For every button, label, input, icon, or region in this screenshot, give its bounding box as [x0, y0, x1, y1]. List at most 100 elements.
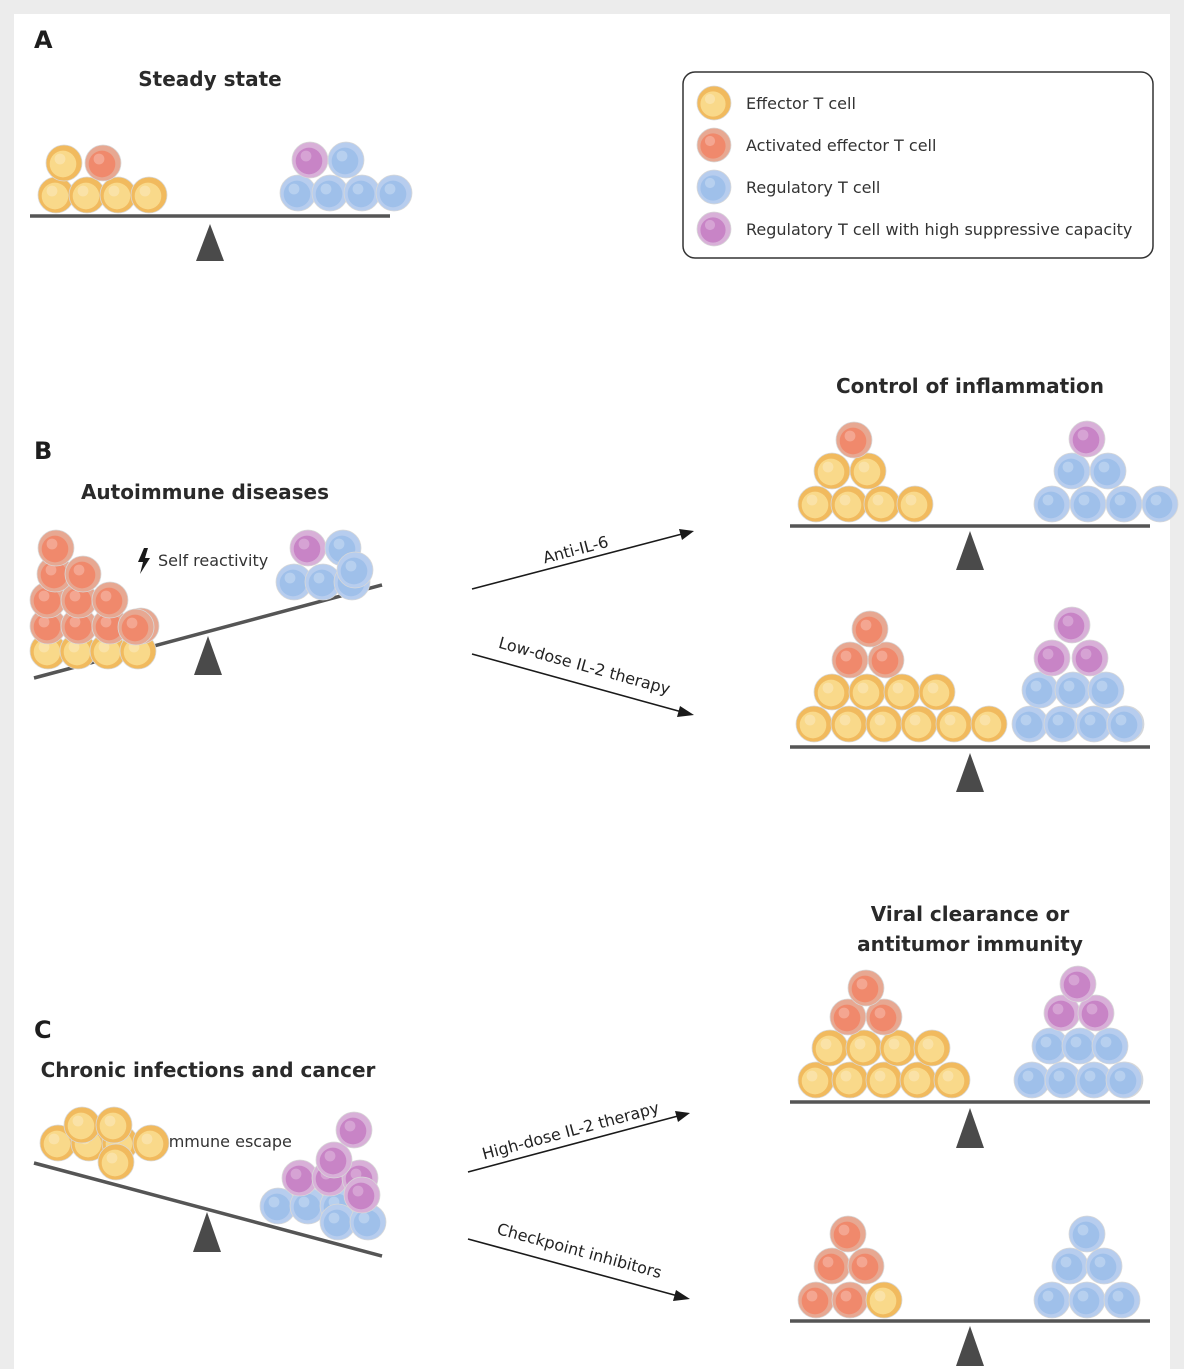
effector-t-cell	[132, 1124, 170, 1162]
suppressive-regulatory-t-cell	[315, 1141, 353, 1179]
lightning-icon	[138, 548, 150, 574]
regulatory-t-cell	[1043, 705, 1081, 743]
activated-effector-t-cell	[36, 555, 74, 593]
effector-t-cell	[896, 485, 934, 523]
effector-t-cell	[811, 1029, 849, 1067]
legend-item: Regulatory T cell with high suppressive …	[696, 211, 1132, 247]
regulatory-t-cell	[1033, 1281, 1071, 1319]
low-dose-regulatory-group	[1011, 606, 1145, 743]
panel-c-outcome-line1: Viral clearance or	[871, 902, 1070, 926]
activated-effector-t-cell	[813, 1247, 851, 1285]
effector-t-cell	[37, 176, 75, 214]
activated-effector-t-cell	[91, 607, 129, 645]
regulatory-t-cell	[279, 174, 317, 212]
effector-t-cell	[795, 705, 833, 743]
effector-t-cell	[68, 176, 106, 214]
effector-t-cell	[849, 452, 887, 490]
activated-effector-t-cell	[831, 641, 869, 679]
effector-t-cell	[830, 705, 868, 743]
regulatory-t-cell	[1075, 705, 1113, 743]
suppressive-regulatory-t-cell	[1071, 639, 1109, 677]
checkpoint-effector-group	[797, 1215, 903, 1319]
regulatory-t-cell	[259, 1187, 297, 1225]
activated-effector-t-cell	[867, 641, 905, 679]
effector-t-cell	[830, 485, 868, 523]
regulatory-t-cell	[311, 174, 349, 212]
activated-effector-t-cell	[851, 610, 889, 648]
regulatory-t-cell	[1091, 1027, 1129, 1065]
activated-cell-icon	[696, 127, 732, 163]
anti-il6-regulatory-group	[1033, 420, 1179, 523]
regulatory-t-cell	[304, 563, 342, 601]
regulatory-t-cell	[289, 1187, 327, 1225]
effector-t-cell	[813, 452, 851, 490]
self-reactivity-label: Self reactivity	[158, 551, 268, 570]
fulcrum-icon	[196, 224, 224, 261]
regulatory-t-cell	[1089, 452, 1127, 490]
suppressive-regulatory-t-cell	[1068, 420, 1106, 458]
activated-effector-t-cell	[829, 998, 867, 1036]
regulatory-t-cell	[319, 1203, 357, 1241]
effector-t-cell	[933, 1061, 971, 1099]
regulatory-t-cell	[1061, 1027, 1099, 1065]
immune-escape-label: Immune escape	[164, 1132, 292, 1151]
effector-t-cell	[45, 144, 83, 182]
effector-t-cell	[797, 1061, 835, 1099]
effector-t-cell	[865, 1061, 903, 1099]
activated-effector-t-cell	[847, 1247, 885, 1285]
regulatory-t-cell	[1103, 1281, 1141, 1319]
regulatory-t-cell	[1033, 485, 1071, 523]
activated-effector-t-cell	[117, 608, 155, 646]
regulatory-t-cell	[1013, 1061, 1051, 1099]
fulcrum-icon	[193, 1212, 221, 1252]
checkpoint-regulatory-group	[1033, 1215, 1141, 1319]
escape-regulatory-group	[259, 1111, 387, 1241]
panel-c-title: Chronic infections and cancer	[41, 1058, 376, 1082]
autoimmune-effector-group	[29, 529, 160, 670]
regulatory-t-cell	[1087, 671, 1125, 709]
effector-t-cell	[865, 705, 903, 743]
suppressive-regulatory-t-cell	[335, 1111, 373, 1149]
steady-effector-group	[37, 144, 168, 214]
activated-effector-t-cell	[831, 1281, 869, 1319]
panel-c-outcome-line2: antitumor immunity	[857, 932, 1083, 956]
regulatory-t-cell	[1054, 671, 1092, 709]
suppressive-cell-icon	[696, 211, 732, 247]
effector-t-cell	[970, 705, 1008, 743]
low-dose-effector-group	[795, 610, 1008, 743]
effector-t-cell	[797, 485, 835, 523]
panel-b-title: Autoimmune diseases	[81, 480, 329, 504]
legend-item: Effector T cell	[696, 85, 856, 121]
fulcrum-icon	[956, 753, 984, 792]
escape-effector-group	[39, 1106, 170, 1181]
effector-t-cell	[879, 1029, 917, 1067]
effector-t-cell	[900, 705, 938, 743]
panel-b-letter: B	[34, 437, 52, 465]
legend-box	[682, 71, 1154, 259]
suppressive-regulatory-t-cell	[1043, 994, 1081, 1032]
effector-t-cell	[918, 673, 956, 711]
suppressive-regulatory-t-cell	[281, 1159, 319, 1197]
regulatory-t-cell	[1106, 705, 1144, 743]
balance-beam	[33, 1161, 383, 1258]
effector-t-cell	[865, 1281, 903, 1319]
legend-item-label: Effector T cell	[746, 94, 856, 113]
regulatory-t-cell	[1085, 1247, 1123, 1285]
regulatory-t-cell	[343, 174, 381, 212]
panel-b-outcome: Control of inflammation	[836, 374, 1104, 398]
regulatory-t-cell	[275, 563, 313, 601]
regulatory-cell-icon	[696, 169, 732, 205]
effector-t-cell	[848, 673, 886, 711]
regulatory-t-cell	[327, 141, 365, 179]
regulatory-t-cell	[1053, 452, 1091, 490]
effector-t-cell	[130, 176, 168, 214]
suppressive-regulatory-t-cell	[343, 1176, 381, 1214]
regulatory-t-cell	[1068, 1281, 1106, 1319]
panel-c-letter: C	[34, 1016, 52, 1044]
regulatory-t-cell	[1021, 671, 1059, 709]
regulatory-t-cell	[1105, 485, 1143, 523]
panel-a-letter: A	[34, 26, 53, 54]
effector-t-cell	[883, 673, 921, 711]
effector-cell-icon	[696, 85, 732, 121]
